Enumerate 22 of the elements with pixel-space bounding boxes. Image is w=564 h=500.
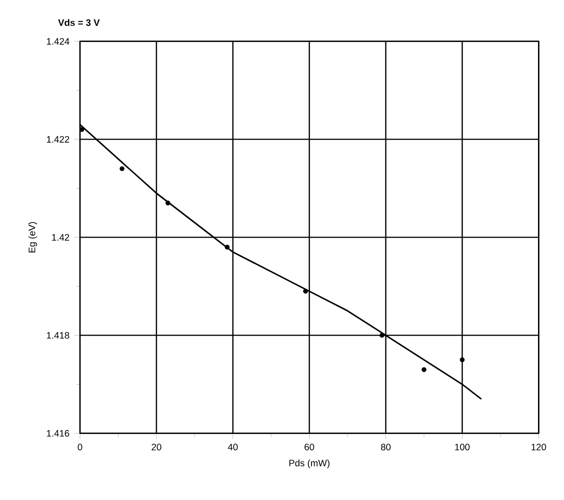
point [422, 367, 426, 372]
point [380, 332, 384, 338]
point [460, 357, 465, 362]
y-tick-label: 1.42 [52, 234, 70, 241]
x-tick-label: 80 [380, 444, 391, 450]
x-tick-label: 0 [78, 444, 82, 450]
point [166, 200, 170, 206]
y-tick-label: 1.424 [46, 38, 70, 45]
x-tick-label: 20 [152, 444, 162, 450]
point [303, 288, 308, 294]
x-tick-label: 60 [304, 444, 314, 450]
x-tick-label: 100 [455, 444, 470, 450]
point [120, 166, 124, 172]
y-tick-label: 1.418 [46, 332, 70, 339]
text: Vds = 3 V [58, 19, 100, 26]
y-tick-label: 1.416 [46, 430, 70, 437]
x-tick-label: 40 [228, 444, 238, 450]
x-tick-label: 120 [532, 444, 546, 450]
y-axis-title: Eg (eV) [28, 222, 38, 252]
point [224, 244, 230, 250]
y-tick-label: 1.422 [46, 136, 70, 143]
x-axis-title: Pds (mW) [289, 460, 330, 468]
